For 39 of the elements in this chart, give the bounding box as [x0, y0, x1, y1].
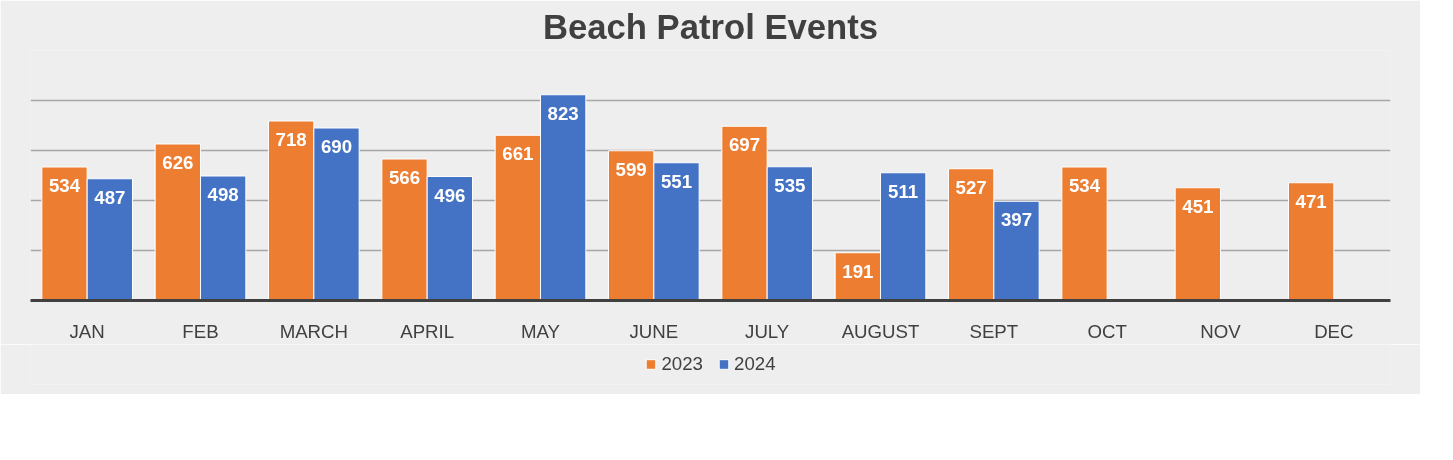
legend-label: 2024	[734, 353, 776, 375]
data-label: 487	[94, 186, 126, 208]
legend-label: 2023	[661, 353, 703, 375]
x-tick-label: AUGUST	[841, 320, 920, 342]
data-label: 823	[547, 102, 579, 124]
data-label: 697	[728, 134, 761, 156]
x-tick-label: JAN	[69, 320, 105, 342]
data-label: 534	[1068, 175, 1101, 196]
data-label: 626	[162, 152, 194, 173]
data-label: 599	[615, 158, 647, 180]
x-tick-label: APRIL	[400, 320, 455, 342]
bar	[1174, 187, 1221, 301]
x-tick-label: MAY	[520, 320, 561, 342]
data-label: 690	[320, 136, 353, 157]
data-label: 661	[502, 143, 534, 165]
data-label: 496	[434, 184, 466, 206]
x-tick-label: DEC	[1314, 320, 1354, 342]
bar	[1288, 182, 1335, 301]
x-tick-label: SEPT	[969, 320, 1019, 342]
data-label: 511	[888, 180, 919, 202]
chart-title: Beach Patrol Events	[542, 7, 879, 46]
bar	[1061, 166, 1108, 301]
data-label: 498	[207, 184, 239, 205]
data-label: 535	[774, 174, 806, 196]
data-label: 451	[1182, 195, 1214, 217]
data-label: 191	[842, 260, 874, 282]
data-label: 551	[660, 170, 693, 192]
x-tick-label: JULY	[745, 320, 790, 342]
data-label: 471	[1295, 190, 1327, 212]
data-label: 566	[388, 167, 421, 188]
x-tick-label: NOV	[1200, 320, 1242, 342]
data-label: 397	[1000, 209, 1033, 231]
x-tick-label: FEB	[182, 320, 219, 342]
x-tick-label: JUNE	[629, 320, 679, 342]
x-tick-label: MARCH	[279, 320, 349, 342]
data-label: 534	[48, 175, 81, 196]
x-tick-label: OCT	[1087, 320, 1127, 342]
data-label: 527	[955, 176, 987, 198]
data-label: 718	[275, 129, 307, 150]
